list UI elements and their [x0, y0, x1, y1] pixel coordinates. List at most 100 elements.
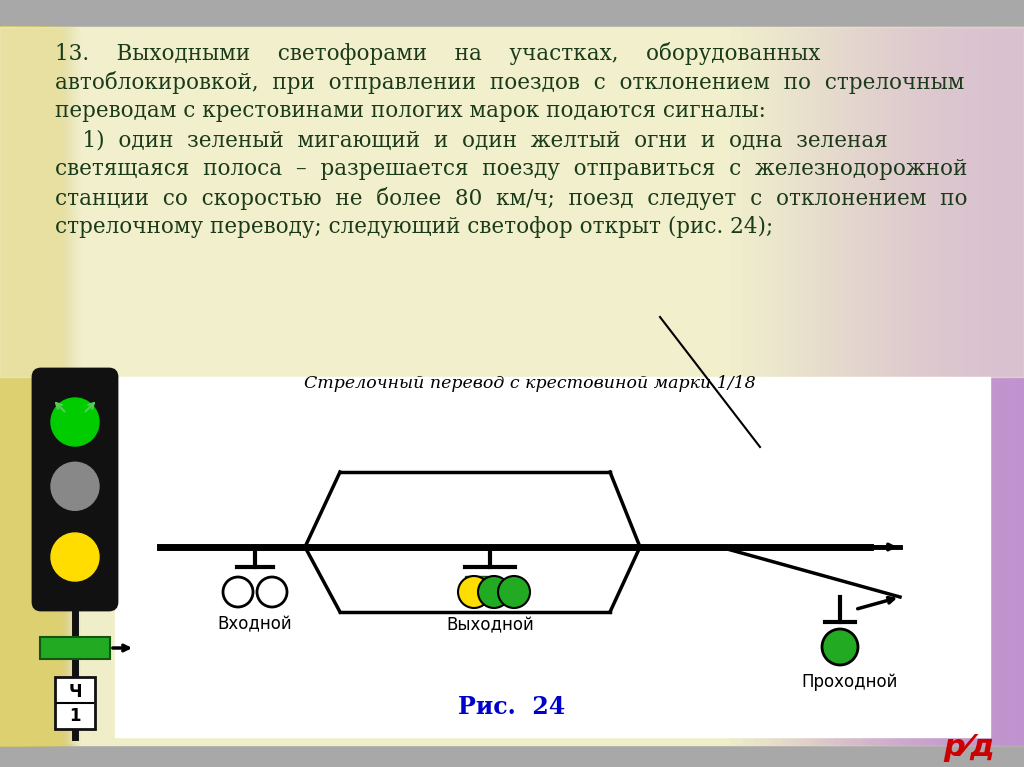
Bar [0, 27, 67, 745]
Bar [0, 27, 53, 745]
Circle shape [51, 398, 99, 446]
Bar [0, 27, 104, 745]
Bar [0, 27, 83, 745]
Bar [0, 27, 19, 745]
Bar [0, 27, 114, 745]
Bar [115, 377, 990, 737]
Bar [0, 27, 86, 745]
Bar [0, 27, 85, 745]
Bar [0, 27, 73, 745]
Bar [0, 27, 57, 745]
Bar [0, 27, 105, 745]
Bar [0, 27, 23, 745]
Text: Входной: Входной [218, 615, 292, 633]
Circle shape [51, 463, 99, 510]
Bar [0, 27, 20, 745]
Bar [0, 27, 119, 745]
Bar [0, 27, 118, 745]
Bar [0, 27, 82, 745]
Bar [0, 27, 38, 745]
Bar [0, 27, 49, 745]
Bar [465, 576, 487, 587]
Text: светящаяся  полоса  –  разрешается  поезду  отправиться  с  железнодорожной: светящаяся полоса – разрешается поезду о… [55, 158, 968, 180]
Bar [0, 27, 5, 745]
Bar [0, 27, 65, 745]
Bar [0, 27, 54, 745]
Bar [0, 27, 101, 745]
Text: Стрелочный перевод с крестовиной марки 1/18: Стрелочный перевод с крестовиной марки 1… [304, 375, 756, 392]
Bar [0, 27, 9, 745]
Bar [0, 27, 22, 745]
Circle shape [478, 576, 510, 608]
Bar [0, 27, 6, 745]
FancyBboxPatch shape [33, 369, 117, 610]
Bar [0, 27, 78, 745]
Bar [0, 27, 30, 745]
Bar [0, 27, 36, 745]
Bar [0, 27, 77, 745]
Bar [0, 27, 112, 745]
Circle shape [822, 629, 858, 665]
Bar [0, 27, 31, 745]
Bar [0, 27, 32, 745]
Bar [0, 27, 66, 745]
Bar [0, 27, 15, 745]
Bar [0, 27, 18, 745]
Bar [0, 27, 52, 745]
Bar [0, 27, 94, 745]
Bar [0, 27, 51, 745]
Bar [0, 27, 87, 745]
Bar [0, 27, 28, 745]
Bar [0, 27, 34, 745]
Bar [0, 27, 116, 745]
Bar [0, 27, 2, 745]
Bar [40, 637, 110, 659]
Bar [0, 27, 24, 745]
Bar [0, 27, 98, 745]
Text: стрелочному переводу; следующий светофор открыт (рис. 24);: стрелочному переводу; следующий светофор… [55, 216, 773, 238]
Bar [0, 27, 1024, 377]
Bar [0, 27, 106, 745]
Bar [0, 27, 37, 745]
Bar [0, 27, 88, 745]
Text: Проходной: Проходной [802, 673, 898, 691]
Bar [0, 27, 43, 745]
Bar [0, 27, 48, 745]
Bar [0, 27, 74, 745]
Text: 1)  один  зеленый  мигающий  и  один  желтый  огни  и  одна  зеленая: 1) один зеленый мигающий и один желтый о… [55, 129, 888, 151]
Bar [0, 27, 27, 745]
Bar [0, 27, 75, 745]
Bar [0, 27, 71, 745]
Bar [0, 27, 103, 745]
Bar [0, 27, 120, 745]
Bar [0, 27, 7, 745]
Bar [0, 27, 50, 745]
Bar [0, 27, 106, 745]
Bar [0, 27, 84, 745]
Bar [0, 27, 100, 745]
Bar [0, 27, 97, 745]
Circle shape [51, 533, 99, 581]
Bar [0, 27, 69, 745]
Bar [0, 27, 47, 745]
Bar [0, 27, 108, 745]
Bar [0, 27, 13, 745]
Bar [0, 27, 91, 745]
Text: 1: 1 [70, 707, 81, 725]
Bar [0, 27, 17, 745]
Circle shape [223, 577, 253, 607]
Text: переводам с крестовинами пологих марок подаются сигналы:: переводам с крестовинами пологих марок п… [55, 100, 766, 122]
Bar [0, 27, 58, 745]
Bar [0, 27, 22, 745]
Bar [0, 27, 55, 745]
Bar [0, 27, 68, 745]
Bar [0, 27, 41, 745]
Bar [0, 27, 14, 745]
Bar [0, 27, 3, 745]
Bar [0, 27, 46, 745]
Bar [0, 27, 40, 745]
Bar [0, 27, 25, 745]
Text: Рис.  24: Рис. 24 [459, 695, 565, 719]
Bar [0, 27, 90, 745]
Bar [0, 27, 115, 745]
